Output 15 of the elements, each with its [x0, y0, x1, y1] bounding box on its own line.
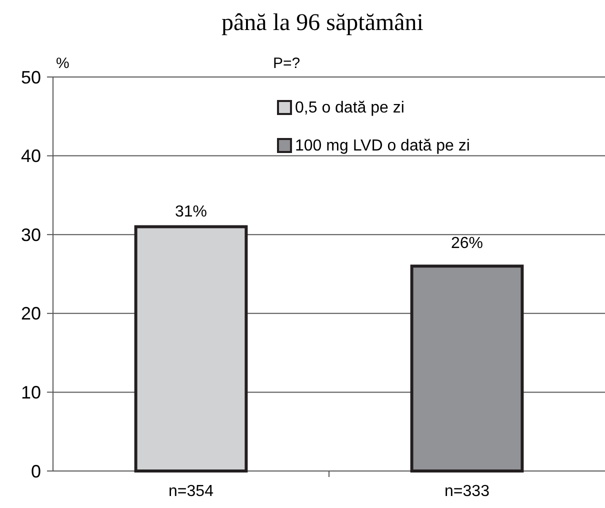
x-tick-label: n=354 [168, 483, 214, 500]
y-tick-label: 10 [20, 382, 41, 402]
y-tick-label: 40 [20, 146, 41, 166]
x-tick-label: n=333 [444, 483, 490, 500]
chart-title: până la 96 săptămâni [222, 10, 424, 36]
y-tick-label: 30 [20, 224, 41, 245]
y-tick-label: 50 [20, 67, 41, 88]
data-label: 31% [174, 204, 208, 221]
text: P=? [273, 55, 300, 72]
data-label: 26% [450, 235, 484, 252]
legend-label: 0,5 o dată pe zi [295, 100, 404, 117]
y-axis-title: % [56, 55, 70, 72]
y-tick-label: 20 [20, 304, 41, 324]
y-tick-label: 0 [30, 461, 41, 482]
legend-label: 100 mg LVD o dată pe zi [295, 138, 470, 155]
